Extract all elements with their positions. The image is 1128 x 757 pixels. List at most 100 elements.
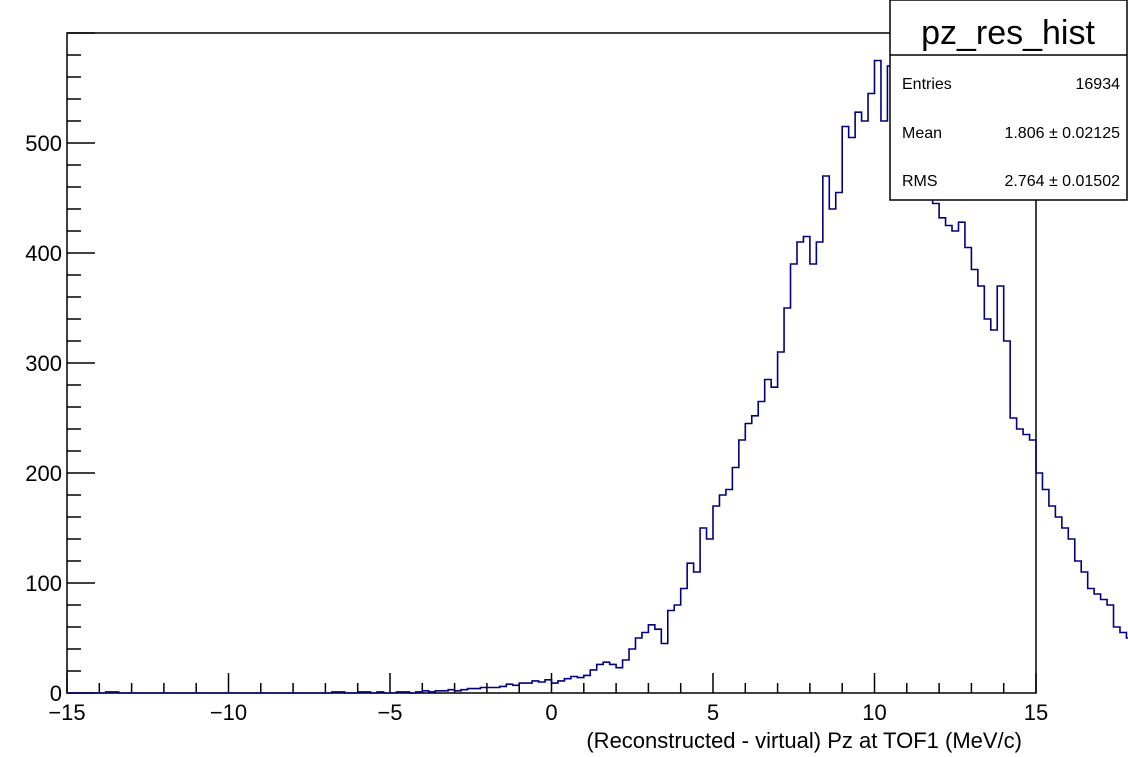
histogram-bin	[978, 286, 984, 693]
histogram-bin	[1120, 633, 1126, 694]
histogram-bin	[700, 528, 706, 693]
histogram-bin	[739, 440, 745, 693]
histogram-bin	[623, 660, 629, 693]
x-tick-label: 0	[545, 700, 557, 725]
histogram-bin	[752, 416, 758, 693]
histogram-bin	[958, 222, 964, 693]
histogram-bin	[778, 352, 784, 693]
histogram-bin	[403, 692, 409, 693]
histogram-bin	[332, 692, 338, 693]
histogram-bin	[435, 691, 441, 693]
stats-rms-value: 2.764 ± 0.01502	[1004, 173, 1120, 190]
y-tick-label: 500	[25, 131, 62, 156]
histogram-bin	[745, 424, 751, 694]
histogram-bin	[868, 94, 874, 694]
histogram-bin	[396, 692, 402, 693]
histogram-bin	[526, 683, 532, 693]
histogram-bin	[694, 572, 700, 693]
y-tick-label: 200	[25, 461, 62, 486]
tick-labels-group: −15 −10 −5 0 5 10 15 0 100 200 300 400 500	[25, 131, 1048, 725]
histogram-bin	[416, 692, 422, 693]
histogram-bin	[784, 308, 790, 693]
histogram-bin	[732, 468, 738, 694]
x-tick-label: 15	[1024, 700, 1048, 725]
histogram-bin	[1088, 589, 1094, 694]
histogram-bin	[500, 686, 506, 693]
histogram-bin	[455, 691, 461, 693]
histogram-bin	[771, 387, 777, 693]
x-tick-label: −5	[377, 700, 402, 725]
histogram-bin	[513, 685, 519, 693]
histogram-bin	[920, 132, 926, 693]
histogram-bin	[648, 625, 654, 693]
histogram-bin	[364, 692, 370, 693]
histogram-bin	[661, 644, 667, 694]
histogram-bin	[681, 589, 687, 694]
histogram-bin	[875, 61, 881, 694]
histogram-bin	[1114, 627, 1120, 693]
histogram-bin	[493, 688, 499, 694]
histogram-bin	[926, 143, 932, 693]
histogram-outline	[67, 59, 1128, 694]
histogram-bin	[1107, 605, 1113, 693]
histogram-bin	[506, 684, 512, 693]
histogram-bin	[655, 629, 661, 693]
y-tick-label: 100	[25, 571, 62, 596]
histogram-bin	[571, 677, 577, 694]
histogram-bin	[112, 692, 118, 693]
histogram-bin	[668, 611, 674, 694]
histogram-bin	[913, 121, 919, 693]
histogram-bin	[564, 679, 570, 693]
histogram-bin	[965, 248, 971, 694]
histogram-bin	[991, 330, 997, 693]
histogram-bin	[338, 692, 344, 693]
histogram-bin	[422, 691, 428, 693]
histogram-bin	[1049, 506, 1055, 693]
histogram-bin	[577, 678, 583, 693]
histogram-bin	[461, 690, 467, 693]
histogram-bin	[719, 495, 725, 693]
stats-entries-value: 16934	[1076, 76, 1121, 93]
histogram-bin	[1030, 440, 1036, 693]
histogram-bin	[532, 681, 538, 693]
histogram-bin	[829, 209, 835, 693]
histogram-bin	[552, 683, 558, 693]
histogram-series-group	[67, 59, 1128, 694]
x-tick-label: 5	[707, 700, 719, 725]
histogram-bin	[939, 218, 945, 693]
histogram-bin	[971, 270, 977, 694]
histogram-bin	[862, 121, 868, 693]
histogram-bin	[1094, 594, 1100, 693]
histogram-bin	[855, 112, 861, 693]
histogram-bin	[1081, 572, 1087, 693]
histogram-bin	[713, 506, 719, 693]
histogram-bin	[842, 127, 848, 694]
histogram-bin	[810, 264, 816, 693]
histogram-bin	[849, 138, 855, 694]
histogram-bin	[836, 193, 842, 694]
histogram-bin	[997, 286, 1003, 693]
histogram-bin	[1055, 517, 1061, 693]
histogram-bin	[539, 682, 545, 693]
histogram-bin	[635, 638, 641, 693]
histogram-bin	[823, 176, 829, 693]
histogram-bin	[803, 237, 809, 694]
histogram-bin	[881, 121, 887, 693]
histogram-bin	[765, 380, 771, 694]
y-tick-label: 0	[50, 681, 62, 706]
x-tick-label: −10	[210, 700, 247, 725]
histogram-bin	[480, 688, 486, 694]
histogram-bin	[791, 264, 797, 693]
histogram-bin	[642, 633, 648, 694]
histogram-bin	[1062, 528, 1068, 693]
histogram-bin	[816, 242, 822, 693]
histogram-bin	[1036, 473, 1042, 693]
stats-box-border	[889, 0, 1128, 201]
histogram-bin	[933, 204, 939, 694]
histogram-bin	[448, 690, 454, 693]
histogram-bin	[106, 692, 112, 693]
histogram-bin	[474, 689, 480, 693]
histogram-bin	[629, 649, 635, 693]
histogram-bin	[519, 683, 525, 693]
y-tick-label: 400	[25, 241, 62, 266]
